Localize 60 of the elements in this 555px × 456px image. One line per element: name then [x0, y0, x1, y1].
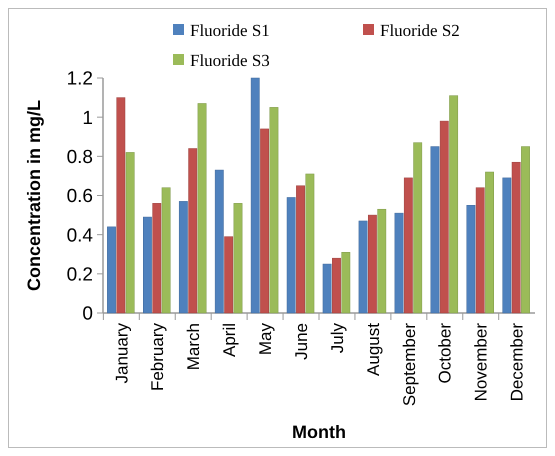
- y-tick-label: 0.2: [66, 264, 93, 286]
- bar: [224, 236, 234, 314]
- bar: [485, 172, 494, 314]
- bar: [116, 97, 126, 314]
- y-tick-label: 1: [82, 108, 93, 129]
- bar: [440, 120, 449, 314]
- bar: [430, 146, 440, 314]
- bar: [162, 187, 171, 314]
- x-axis-title: Month: [292, 422, 346, 442]
- y-tick-label: 0.8: [66, 146, 93, 168]
- x-tick-label: May: [256, 322, 276, 356]
- bar: [341, 252, 350, 314]
- y-axis-title: Concentration in mg/L: [24, 100, 44, 291]
- x-tick-label: February: [148, 322, 168, 392]
- x-tick-label: April: [220, 323, 240, 358]
- bar: [214, 170, 224, 314]
- bar: [107, 226, 116, 314]
- bar: [404, 178, 413, 314]
- bar: [188, 148, 198, 314]
- x-tick-label: October: [436, 322, 455, 384]
- bar: [234, 203, 242, 314]
- x-tick-label: July: [328, 322, 347, 354]
- bar: [260, 128, 270, 314]
- x-tick-label: August: [364, 322, 383, 376]
- bar: [449, 95, 458, 314]
- bar: [322, 264, 332, 314]
- x-tick-label: December: [508, 322, 527, 402]
- bar: [198, 103, 206, 314]
- x-tick-label: March: [184, 323, 204, 370]
- x-tick-label: January: [112, 322, 132, 384]
- legend-label: Fluoride S1: [190, 20, 270, 40]
- legend-label: Fluoride S2: [380, 20, 460, 40]
- bar: [270, 107, 278, 314]
- bar: [521, 146, 530, 314]
- bar: [377, 208, 386, 314]
- bar: [368, 214, 377, 314]
- bar: [502, 178, 512, 314]
- x-tick-label: November: [472, 322, 491, 402]
- y-tick-label: 0: [82, 304, 93, 325]
- bar: [178, 201, 188, 314]
- bar: [413, 142, 422, 314]
- bar: [466, 205, 476, 314]
- bar: [332, 258, 341, 314]
- bar: [250, 78, 260, 314]
- bar: [476, 187, 485, 314]
- y-tick-label: 0.4: [66, 225, 94, 246]
- bar: [512, 162, 521, 314]
- x-tick-label: September: [400, 322, 419, 406]
- bar: [296, 185, 305, 314]
- bar: [152, 203, 162, 314]
- bar: [394, 212, 404, 314]
- y-tick-label: 1.2: [66, 68, 93, 90]
- bar: [143, 216, 152, 314]
- legend-label: Fluoride S3: [190, 50, 270, 70]
- bar: [286, 197, 296, 314]
- x-tick-label: June: [292, 323, 311, 360]
- bar: [358, 220, 368, 314]
- bar: [305, 174, 314, 314]
- bar: [126, 152, 135, 314]
- y-tick-label: 0.6: [66, 186, 93, 208]
